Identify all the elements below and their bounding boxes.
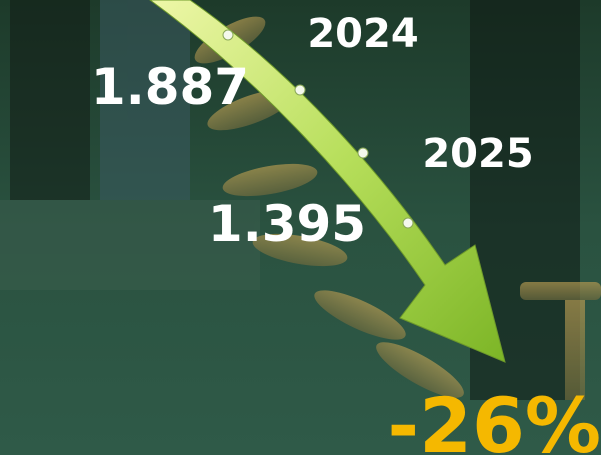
value-label: 1.887 [91,58,249,116]
year-label: 2024 [307,11,418,57]
year-label: 2025 [422,131,533,177]
value-label: 1.395 [208,195,366,253]
change-label: -26% [388,381,601,455]
infographic: 2024 1.887 2025 1.395 -26% [0,0,601,455]
